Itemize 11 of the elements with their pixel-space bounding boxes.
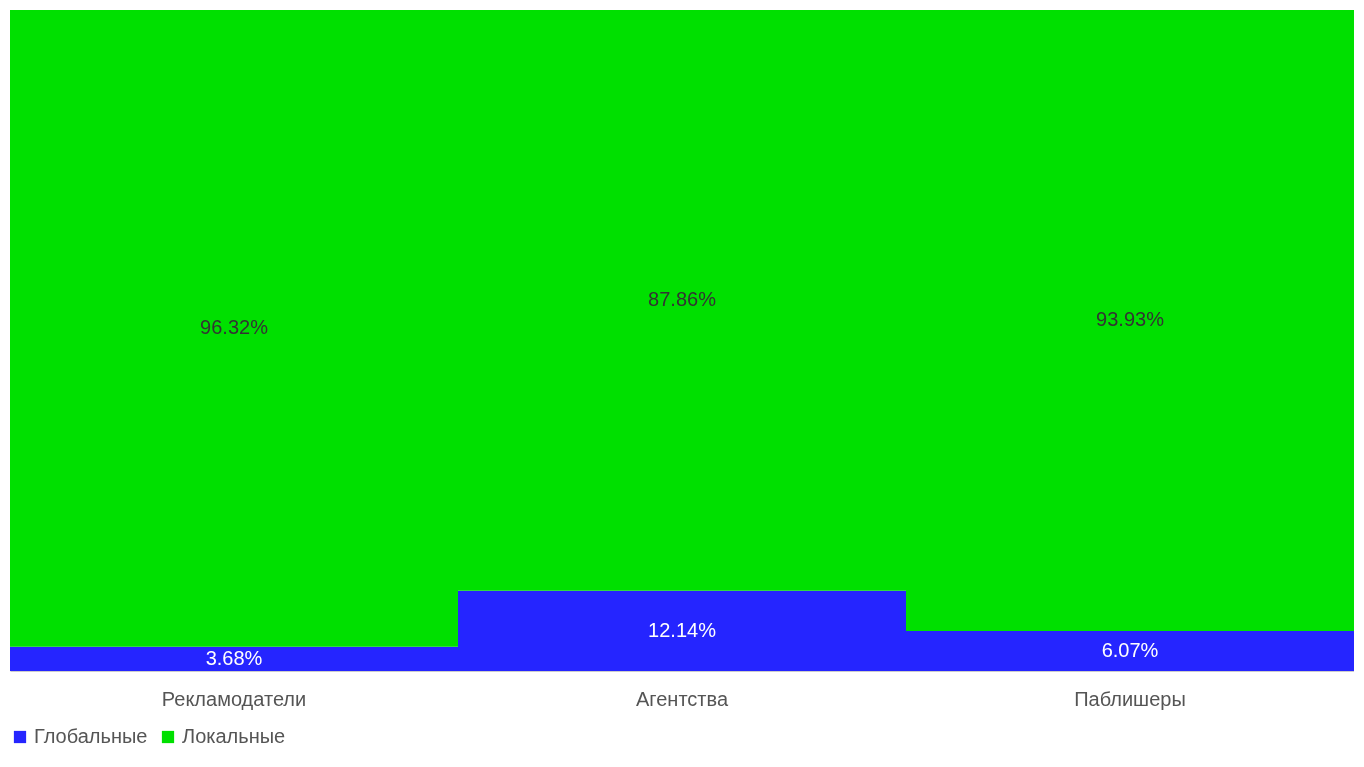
- x-tick-label: Агентства: [636, 687, 729, 710]
- data-label: 87.86%: [648, 288, 717, 311]
- data-label: 93.93%: [1096, 308, 1165, 331]
- x-tick-label: Паблишеры: [1074, 687, 1186, 710]
- data-label: 12.14%: [648, 618, 717, 641]
- legend-label: Глобальные: [34, 725, 148, 747]
- legend-label: Локальные: [182, 725, 286, 747]
- data-label: 6.07%: [1101, 638, 1159, 661]
- data-label: 3.68%: [205, 646, 263, 669]
- x-tick-label: Рекламодатели: [161, 687, 307, 710]
- data-label: 96.32%: [200, 316, 269, 339]
